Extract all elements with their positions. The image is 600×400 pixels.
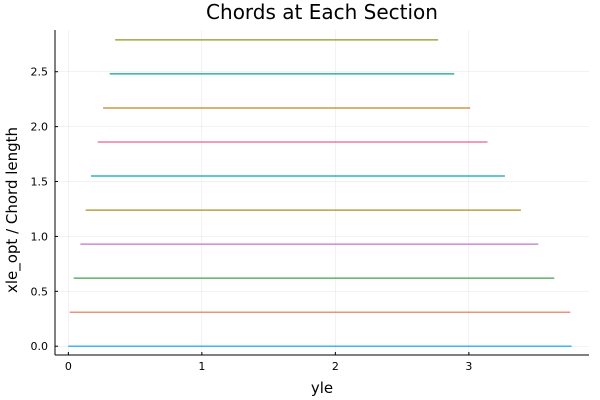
tick-labels: 0 1 2 3 0.0 0.5 1.0 1.5 2.0 2.5: [31, 66, 473, 373]
y-tick-label: 1.0: [31, 230, 49, 243]
y-axis-label: xle_opt / Chord length: [3, 127, 22, 293]
x-axis-label: yle: [311, 379, 333, 397]
series-group: [68, 39, 572, 347]
grid: [55, 30, 589, 355]
x-tick-label: 3: [465, 360, 472, 373]
y-tick-label: 2.5: [31, 66, 49, 79]
x-tick-label: 1: [198, 360, 205, 373]
x-tick-label: 0: [65, 360, 72, 373]
y-tick-label: 1.5: [31, 176, 49, 189]
y-tick-label: 0.0: [31, 340, 49, 353]
y-tick-label: 0.5: [31, 285, 49, 298]
axes: [54, 30, 589, 356]
y-tick-label: 2.0: [31, 121, 49, 134]
chart-title: Chords at Each Section: [206, 0, 438, 24]
x-tick-label: 2: [332, 360, 339, 373]
